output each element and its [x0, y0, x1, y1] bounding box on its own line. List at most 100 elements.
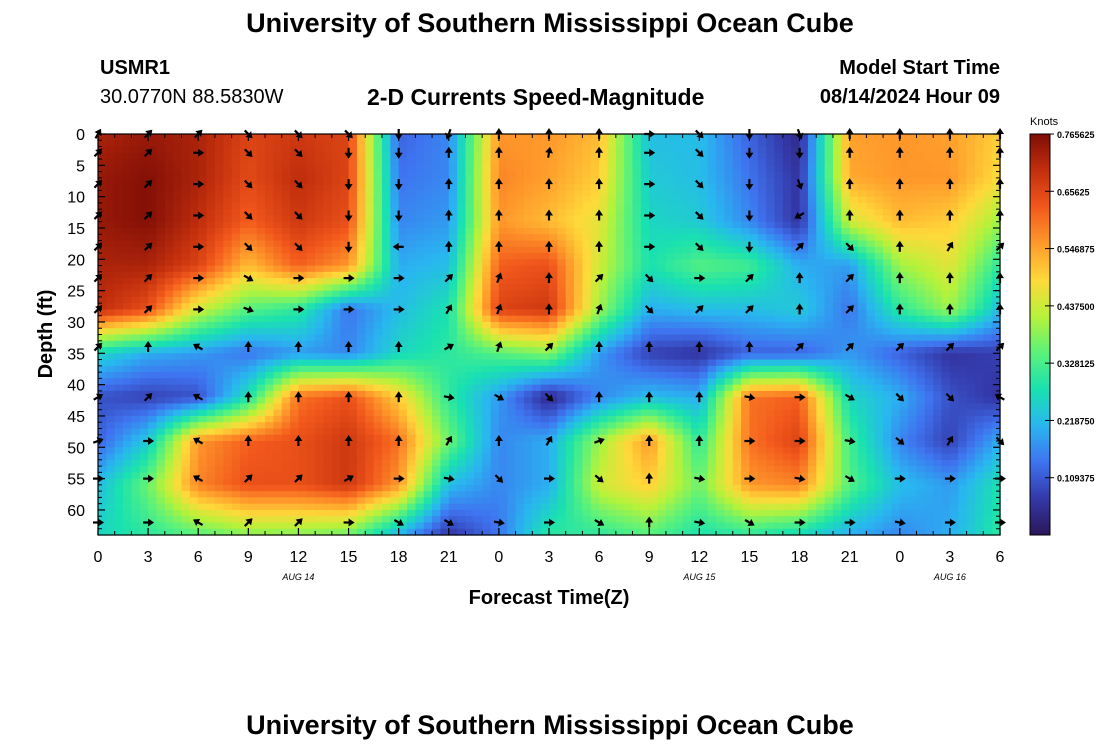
heatmap-cell: [891, 234, 901, 242]
heatmap-cell: [515, 146, 525, 154]
heatmap-cell: [231, 196, 241, 204]
heatmap-cell: [933, 359, 943, 367]
heatmap-cell: [549, 359, 558, 367]
heatmap-cell: [649, 390, 659, 398]
heatmap-cell: [557, 315, 567, 323]
heatmap-cell: [849, 347, 859, 354]
heatmap-cell: [799, 177, 809, 185]
heatmap-cell: [841, 353, 851, 361]
heatmap-cell: [498, 415, 508, 423]
heatmap-cell: [599, 215, 609, 223]
heatmap-cell: [724, 227, 734, 235]
heatmap-cell: [632, 328, 642, 336]
heatmap-cell: [649, 209, 659, 217]
heatmap-cell: [181, 259, 191, 267]
heatmap-cell: [348, 403, 358, 411]
heatmap-cell: [866, 146, 876, 154]
heatmap-cell: [331, 209, 341, 217]
heatmap-cell: [741, 328, 751, 336]
heatmap-cell: [189, 359, 199, 367]
heatmap-cell: [665, 347, 675, 354]
heatmap-cell: [841, 152, 851, 160]
heatmap-cell: [457, 146, 467, 154]
heatmap-cell: [941, 403, 951, 411]
heatmap-cell: [373, 390, 383, 398]
heatmap-cell: [841, 165, 851, 173]
heatmap-cell: [273, 253, 283, 260]
heatmap-cell: [766, 253, 776, 260]
heatmap-cell: [557, 397, 567, 405]
heatmap-cell: [432, 353, 442, 361]
heatmap-cell: [782, 303, 792, 311]
heatmap-cell: [565, 296, 575, 304]
heatmap-cell: [908, 303, 918, 311]
heatmap-cell: [690, 221, 700, 229]
heatmap-cell: [239, 309, 249, 317]
heatmap-cell: [164, 240, 174, 248]
heatmap-cell: [799, 328, 809, 336]
heatmap-cell: [916, 227, 926, 235]
heatmap-cell: [899, 165, 909, 173]
heatmap-cell: [415, 134, 425, 141]
heatmap-cell: [874, 259, 884, 267]
heatmap-cell: [164, 359, 174, 367]
heatmap-cell: [665, 171, 675, 179]
heatmap-cell: [565, 415, 575, 423]
heatmap-cell: [841, 215, 851, 223]
heatmap-cell: [106, 152, 116, 160]
heatmap-cell: [148, 152, 158, 160]
heatmap-cell: [231, 202, 241, 210]
heatmap-cell: [532, 240, 542, 248]
heatmap-cell: [290, 303, 300, 311]
heatmap-cell: [866, 303, 876, 311]
heatmap-cell: [398, 190, 408, 198]
heatmap-cell: [432, 403, 442, 411]
heatmap-cell: [640, 159, 650, 166]
heatmap-cell: [674, 184, 684, 191]
heatmap-cell: [983, 184, 993, 191]
heatmap-cell: [657, 177, 667, 185]
heatmap-cell: [156, 271, 166, 279]
heatmap-cell: [824, 403, 834, 411]
heatmap-cell: [657, 234, 667, 242]
heatmap-cell: [549, 378, 558, 386]
heatmap-cell: [457, 134, 467, 141]
heatmap-cell: [657, 196, 667, 204]
heatmap-cell: [356, 265, 366, 273]
heatmap-cell: [624, 246, 634, 254]
heatmap-cell: [515, 165, 525, 173]
heatmap-cell: [407, 165, 416, 173]
heatmap-cell: [724, 259, 734, 267]
heatmap-cell: [123, 321, 133, 329]
heatmap-cell: [799, 171, 809, 179]
heatmap-cell: [557, 165, 567, 173]
heatmap-cell: [415, 234, 425, 242]
heatmap-cell: [173, 152, 183, 160]
heatmap-cell: [265, 215, 274, 223]
heatmap-cell: [181, 215, 191, 223]
heatmap-cell: [407, 209, 416, 217]
heatmap-cell: [315, 284, 325, 292]
heatmap-cell: [807, 284, 817, 292]
heatmap-cell: [231, 284, 241, 292]
heatmap-cell: [248, 171, 258, 179]
heatmap-cell: [615, 378, 625, 386]
heatmap-cell: [933, 321, 943, 329]
heatmap-cell: [98, 347, 107, 354]
heatmap-cell: [407, 340, 416, 348]
heatmap-cell: [665, 177, 675, 185]
heatmap-cell: [766, 152, 776, 160]
heatmap-cell: [958, 215, 968, 223]
heatmap-cell: [448, 271, 458, 279]
heatmap-cell: [883, 303, 893, 311]
heatmap-cell: [440, 359, 450, 367]
heatmap-cell: [473, 397, 483, 405]
heatmap-cell: [398, 290, 408, 298]
heatmap-cell: [440, 409, 450, 417]
heatmap-cell: [181, 328, 191, 336]
heatmap-cell: [181, 190, 191, 198]
heatmap-cell: [214, 171, 224, 179]
heatmap-cell: [724, 278, 734, 285]
heatmap-cell: [557, 334, 567, 342]
heatmap-cell: [874, 215, 884, 223]
